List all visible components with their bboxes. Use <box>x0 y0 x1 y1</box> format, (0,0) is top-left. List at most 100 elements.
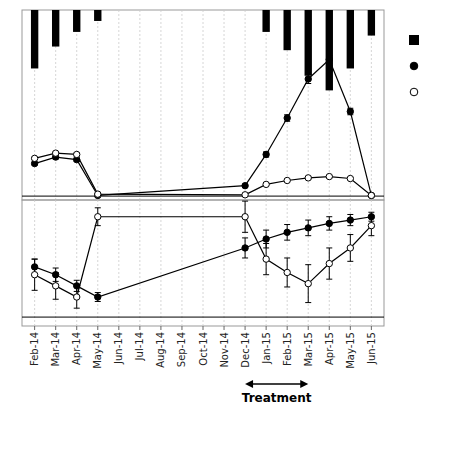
error-cap <box>242 237 248 238</box>
grid-line <box>224 200 225 326</box>
error-cap <box>242 232 248 233</box>
x-tick-label: Apr-15 <box>324 332 335 365</box>
error-cap <box>242 257 248 258</box>
grid-line <box>97 10 98 200</box>
error-cap <box>305 302 311 303</box>
rain-bar <box>347 10 354 68</box>
error-cap <box>326 216 332 217</box>
x-tick <box>203 326 204 330</box>
error-bar <box>347 235 353 262</box>
x-tick <box>350 326 351 330</box>
chart: Feb-14Mar-14Apr-14May-14Jun-14Jul-14Aug-… <box>0 0 474 474</box>
rain-bar <box>73 10 80 32</box>
error-cap <box>326 230 332 231</box>
point <box>326 56 332 62</box>
error-bar <box>74 286 80 308</box>
series-line <box>35 217 372 297</box>
error-cap <box>263 230 269 231</box>
grid-line <box>266 200 267 326</box>
point <box>284 177 290 183</box>
error-bar <box>347 108 353 115</box>
error-bar <box>284 258 290 287</box>
error-bar <box>32 259 38 290</box>
x-tick-label: Aug-14 <box>155 332 166 368</box>
error-cap <box>305 83 311 84</box>
error-cap <box>347 214 353 215</box>
series-line <box>35 59 372 195</box>
error-cap <box>32 290 38 291</box>
rain-bar <box>284 10 291 50</box>
error-cap <box>242 201 248 202</box>
x-tick-label: Feb-14 <box>29 332 40 366</box>
x-tick-label: Jan-15 <box>261 332 272 365</box>
legend-marker <box>410 88 418 96</box>
error-cap <box>305 264 311 265</box>
x-tick-label: Nov-14 <box>219 332 230 368</box>
error-cap <box>305 235 311 236</box>
x-tick <box>76 326 77 330</box>
point <box>242 182 248 188</box>
point <box>52 150 58 156</box>
plot-frame <box>22 200 384 326</box>
grid-line <box>34 200 35 326</box>
x-tick <box>287 326 288 330</box>
point <box>326 220 332 226</box>
error-bar <box>368 216 374 236</box>
error-cap <box>74 280 80 281</box>
point <box>95 294 101 300</box>
error-cap <box>53 268 59 269</box>
error-bar <box>95 293 101 302</box>
plot-area <box>31 201 374 308</box>
grid-line <box>181 10 182 200</box>
grid-line <box>203 10 204 200</box>
error-bar <box>263 243 269 274</box>
grid-line <box>118 200 119 326</box>
grid-line <box>308 200 309 326</box>
point <box>326 260 332 266</box>
grid-line <box>224 10 225 200</box>
point <box>242 245 248 251</box>
x-tick-label: Feb-15 <box>282 332 293 366</box>
x-tick <box>97 326 98 330</box>
error-cap <box>347 261 353 262</box>
point <box>263 181 269 187</box>
point <box>263 236 269 242</box>
error-bar <box>95 208 101 226</box>
error-bar <box>263 152 269 157</box>
point <box>31 272 37 278</box>
error-cap <box>326 247 332 248</box>
point <box>368 192 374 198</box>
arrow-head <box>300 380 308 388</box>
error-bar <box>326 217 332 230</box>
error-bar <box>326 248 332 279</box>
error-cap <box>95 292 101 293</box>
error-cap <box>95 225 101 226</box>
error-bar <box>305 265 311 303</box>
grid-line <box>76 10 77 200</box>
point <box>263 151 269 157</box>
rain-bar <box>262 10 269 32</box>
point <box>305 175 311 181</box>
error-cap <box>32 259 38 260</box>
plot-frame <box>22 10 384 200</box>
x-tick <box>181 326 182 330</box>
x-tick <box>34 326 35 330</box>
x-tick-label: Jun-14 <box>113 332 124 365</box>
zero-line <box>22 196 384 197</box>
x-tick-label: Mar-14 <box>50 332 61 367</box>
grid-line <box>76 200 77 326</box>
grid-line <box>245 10 246 200</box>
error-cap <box>284 224 290 225</box>
error-bar <box>326 56 332 64</box>
grid-line <box>160 10 161 200</box>
point <box>347 108 353 114</box>
x-tick <box>139 326 140 330</box>
grid-line <box>287 200 288 326</box>
error-cap <box>74 308 80 309</box>
x-tick <box>329 326 330 330</box>
x-tick <box>371 326 372 330</box>
error-bar <box>284 225 290 241</box>
error-bar <box>53 272 59 299</box>
grid-line <box>203 200 204 326</box>
rain-bar <box>94 10 101 21</box>
